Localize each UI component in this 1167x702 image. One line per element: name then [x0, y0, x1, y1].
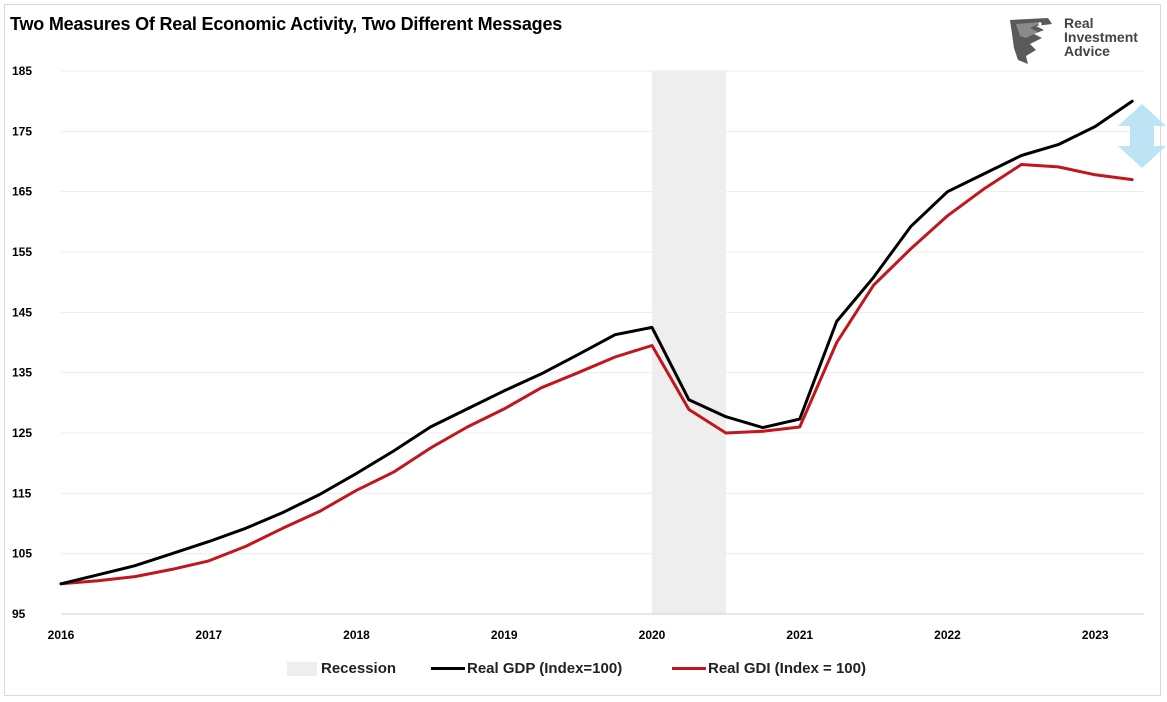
brand-logo: Real Investment Advice [1006, 14, 1156, 66]
brand-logo-text: Real Investment Advice [1064, 16, 1138, 58]
x-tick-label-2020: 2020 [639, 628, 666, 642]
y-tick-label-105: 105 [12, 547, 32, 561]
legend-label-gdp: Real GDP (Index=100) [467, 660, 623, 677]
x-tick-label-2017: 2017 [195, 628, 222, 642]
chart-legend: Recession Real GDP (Index=100) Real GDI … [0, 660, 1167, 684]
y-tick-label-135: 135 [12, 366, 32, 380]
x-tick-label-2018: 2018 [343, 628, 370, 642]
series-line-gdp [59, 99, 1134, 586]
legend-item-gdp: Real GDP (Index=100) [431, 660, 622, 677]
brand-line-3: Advice [1064, 43, 1110, 59]
y-tick-label-185: 185 [12, 64, 32, 78]
x-tick-label-2022: 2022 [934, 628, 961, 642]
legend-swatch-gdp [431, 667, 465, 670]
chart-title: Two Measures Of Real Economic Activity, … [10, 14, 563, 34]
y-tick-label-125: 125 [12, 426, 32, 440]
legend-item-gdi: Real GDI (Index = 100) [672, 660, 866, 677]
x-tick-label-2023: 2023 [1082, 628, 1109, 642]
grid-layer [61, 70, 1144, 555]
x-axis-ticks: 2016 2017 2018 2019 2020 2021 2022 2023 [48, 628, 1109, 642]
series-layer [59, 99, 1134, 586]
legend-label-gdi: Real GDI (Index = 100) [708, 660, 866, 677]
y-tick-label-155: 155 [12, 245, 32, 259]
y-tick-label-175: 175 [12, 124, 32, 138]
y-tick-label-95: 95 [12, 607, 26, 621]
brand-line-2: Investment [1064, 29, 1138, 45]
y-tick-label-145: 145 [12, 305, 32, 319]
legend-swatch-recession [287, 661, 317, 676]
y-tick-label-165: 165 [12, 185, 32, 199]
legend-label-recession: Recession [321, 660, 397, 677]
brand-line-1: Real [1064, 15, 1094, 31]
legend-item-recession: Recession [287, 660, 396, 677]
x-tick-label-2019: 2019 [491, 628, 518, 642]
divergence-arrow-icon [1118, 104, 1166, 168]
legend-swatch-gdi [672, 667, 706, 670]
x-tick-label-2016: 2016 [48, 628, 75, 642]
eagle-head-icon [1010, 18, 1052, 64]
recession-band [651, 71, 726, 614]
y-axis-ticks: 95 105 115 125 135 145 155 165 175 185 [12, 64, 32, 621]
y-tick-label-115: 115 [12, 486, 32, 500]
series-line-gdi [59, 163, 1134, 586]
chart-frame [4, 4, 1161, 696]
x-tick-label-2021: 2021 [786, 628, 813, 642]
